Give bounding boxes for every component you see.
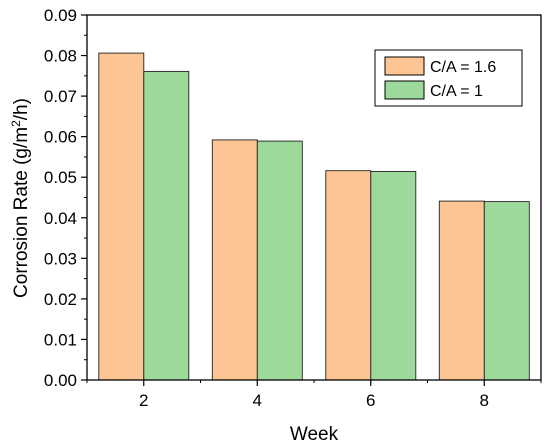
bars-group bbox=[98, 52, 530, 381]
y-tick-label: 0.01 bbox=[44, 330, 77, 349]
x-axis-title: Week bbox=[290, 424, 339, 444]
y-axis: 0.00 0.01 0.02 0.03 0.04 0.05 0.06 0.07 0.08 0.09 bbox=[44, 6, 87, 390]
bar-week-8-series-2 bbox=[483, 201, 530, 381]
y-tick-label: 0.08 bbox=[44, 47, 77, 66]
x-tick-label: 8 bbox=[480, 391, 489, 410]
bar-week-6-series-2 bbox=[370, 171, 417, 381]
x-tick-label: 2 bbox=[139, 391, 148, 410]
bar-week-2-series-1 bbox=[98, 52, 145, 381]
y-tick-label: 0.06 bbox=[44, 128, 77, 147]
bar-week-2-series-2 bbox=[143, 70, 190, 381]
y-tick-label: 0.03 bbox=[44, 249, 77, 268]
bar-week-4-series-2 bbox=[256, 140, 303, 381]
plot-frame bbox=[86, 14, 542, 381]
legend-label-ca-1-6: C/A = 1.6 bbox=[430, 59, 496, 76]
y-tick-label: 0.02 bbox=[44, 290, 77, 309]
y-tick-label: 0.09 bbox=[44, 6, 77, 25]
legend: C/A = 1.6 C/A = 1 bbox=[374, 49, 523, 107]
bar-week-6-series-1 bbox=[325, 170, 372, 381]
legend-swatch-ca-1-6 bbox=[384, 56, 425, 76]
legend-label-ca-1: C/A = 1 bbox=[430, 83, 483, 100]
y-tick-label: 0.05 bbox=[44, 168, 77, 187]
x-tick-label: 4 bbox=[253, 391, 262, 410]
bar-week-4-series-1 bbox=[211, 139, 258, 381]
legend-swatch-ca-1 bbox=[384, 80, 425, 100]
x-tick-label: 6 bbox=[366, 391, 375, 410]
y-tick-label: 0.04 bbox=[44, 209, 77, 228]
x-axis: 2 4 6 8 bbox=[86, 380, 542, 410]
y-tick-label: 0.00 bbox=[44, 371, 77, 390]
y-tick-label: 0.07 bbox=[44, 87, 77, 106]
y-axis-title: Corrosion Rate (g/m2/h) bbox=[9, 98, 32, 298]
bar-week-8-series-1 bbox=[438, 200, 485, 381]
